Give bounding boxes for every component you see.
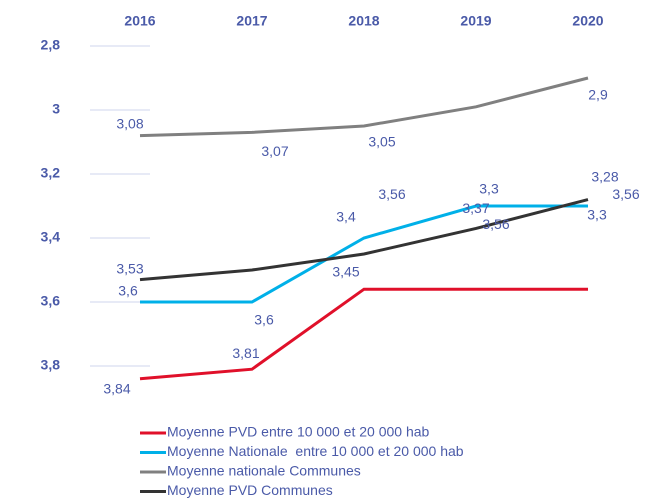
- legend-label: Moyenne nationale Communes: [167, 463, 361, 479]
- series-line: [139, 198, 589, 282]
- data-label: 3,3: [587, 207, 607, 223]
- data-label: 3,07: [261, 143, 288, 159]
- series-line: [140, 204, 588, 304]
- data-label: 3,6: [118, 283, 138, 299]
- data-label: 3,6: [254, 312, 274, 328]
- data-label: 3,56: [482, 216, 509, 232]
- x-tick-label: 2019: [460, 13, 491, 29]
- legend-label: Moyenne PVD entre 10 000 et 20 000 hab: [167, 424, 430, 440]
- y-tick-label: 3,4: [41, 229, 61, 245]
- data-label: 3,84: [103, 381, 130, 397]
- x-tick-label: 2018: [348, 13, 379, 29]
- x-tick-label: 2016: [124, 13, 155, 29]
- data-label: 3,56: [378, 186, 405, 202]
- data-label: 3,81: [232, 345, 259, 361]
- data-label: 2,9: [588, 87, 608, 103]
- series-line: [139, 287, 588, 381]
- legend-label: Moyenne Nationale entre 10 000 et 20 000…: [167, 443, 464, 459]
- data-label: 3,28: [591, 168, 618, 184]
- y-tick-label: 3,8: [41, 357, 61, 373]
- data-label: 3,4: [336, 209, 356, 225]
- y-tick-label: 3,2: [41, 165, 61, 181]
- data-label: 3,45: [332, 264, 359, 280]
- y-tick-label: 3,6: [41, 293, 61, 309]
- y-tick-label: 3: [52, 101, 60, 117]
- data-label: 3,56: [612, 186, 639, 202]
- data-label: 3,53: [116, 260, 143, 276]
- data-label: 3,08: [116, 115, 143, 131]
- data-label: 3,05: [368, 134, 395, 150]
- data-label: 3,3: [479, 181, 499, 197]
- x-tick-label: 2020: [572, 13, 603, 29]
- y-tick-label: 2,8: [41, 37, 61, 53]
- x-tick-label: 2017: [236, 13, 267, 29]
- data-label: 3,37: [462, 200, 489, 216]
- series-line: [139, 76, 589, 138]
- legend-label: Moyenne PVD Communes: [167, 482, 333, 498]
